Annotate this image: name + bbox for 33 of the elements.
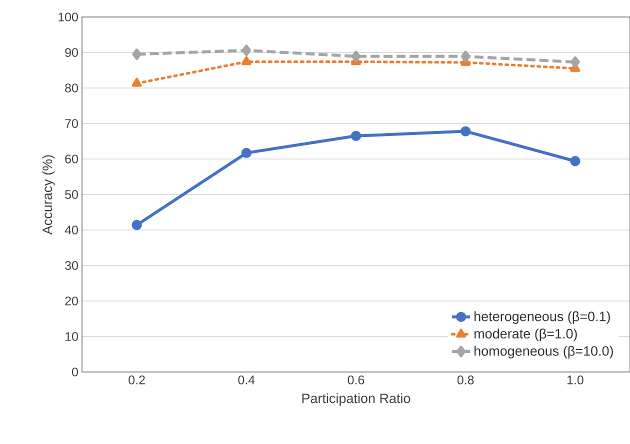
x-tick-label: 0.2 [128,376,145,384]
y-axis-title: Accuracy (%) [42,155,55,235]
point [350,130,362,142]
point [132,220,142,230]
legend-label: heterogeneous (β=0.1) [474,311,610,324]
y-tick-label: 40 [64,226,78,234]
y-tick-label: 100 [58,12,78,22]
y-tick-label: 90 [65,48,78,57]
x-axis-title: Participation Ratio [302,393,410,406]
legend-label: moderate (β=1.0) [474,328,577,342]
point [241,56,252,66]
y-tick-label: 30 [65,261,78,270]
point [570,56,580,68]
y-tick-label: 20 [65,296,78,306]
point [460,126,471,136]
point [242,44,252,56]
y-tick-label: 50 [65,190,78,199]
y-tick-label: 10 [66,332,78,341]
x-tick-label: 0.4 [238,376,255,384]
y-tick-label: 60 [65,154,78,164]
x-tick-label: 1.0 [567,376,584,384]
point [241,148,252,158]
y-tick-label: 0 [72,368,78,376]
y-tick-label: 70 [65,119,78,128]
point [351,50,361,62]
point [132,48,142,60]
x-tick-label: 0.8 [457,376,474,384]
point [132,78,142,87]
point [460,50,470,62]
x-tick-label: 0.6 [348,376,364,384]
legend-label: homogeneous (β=10.0) [474,346,613,358]
y-tick-label: 80 [65,84,78,92]
point [570,156,580,166]
